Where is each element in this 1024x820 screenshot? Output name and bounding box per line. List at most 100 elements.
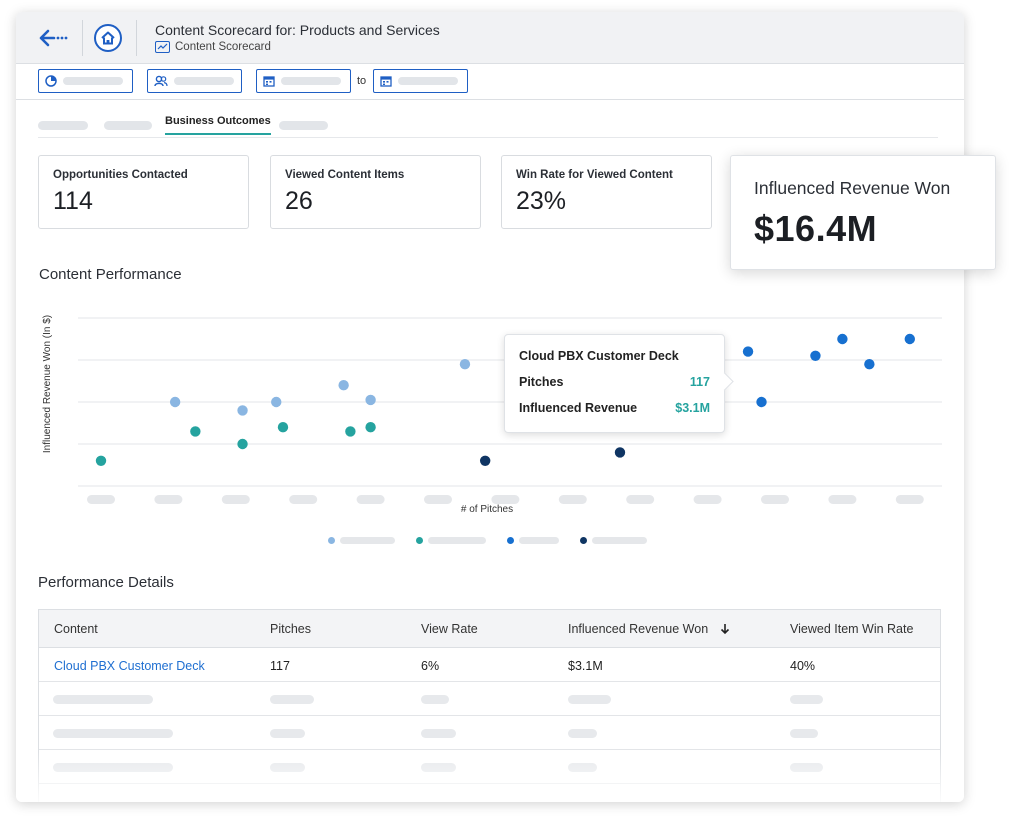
start-date-field[interactable] [256,69,351,93]
data-point[interactable] [614,447,626,458]
kpi-label: Influenced Revenue Won [754,178,951,198]
data-point[interactable] [365,394,376,406]
kpi-label: Opportunities Contacted [53,169,188,181]
column-header-content[interactable]: Content [54,622,98,636]
data-point[interactable] [365,422,376,433]
data-point[interactable] [459,359,471,370]
pie-chart-icon [45,75,57,87]
data-point[interactable] [756,396,767,408]
legend-swatch [580,536,587,544]
end-date-field[interactable] [373,69,468,93]
data-point[interactable] [190,426,201,437]
column-header-influenced-revenue[interactable]: Influenced Revenue Won [568,622,730,636]
cell-win-rate: 40% [790,659,816,673]
date-placeholder [281,77,341,85]
cell-placeholder [53,695,153,704]
legend-swatch [416,536,423,544]
data-point[interactable] [864,359,875,370]
page-subtitle: Content Scorecard [155,41,440,53]
home-icon [101,31,115,45]
app-window: Content Scorecard for: Products and Serv… [16,12,964,802]
cell-influenced-revenue: $3.1M [568,659,603,673]
x-tick-placeholder [761,495,789,504]
cell-placeholder [270,695,314,704]
kpi-card: Viewed Content Items 26 [270,155,481,229]
legend-item[interactable] [416,534,486,546]
data-point[interactable] [277,422,289,433]
content-performance-title: Content Performance [39,266,182,283]
data-point[interactable] [837,333,848,345]
table-row[interactable]: Cloud PBX Customer Deck 117 6% $3.1M 40% [39,648,940,682]
header-divider [136,20,137,56]
kpi-label: Win Rate for Viewed Content [516,169,673,181]
data-point[interactable] [338,380,349,391]
legend-item[interactable] [328,534,395,546]
tab-placeholder[interactable] [279,121,328,130]
data-point[interactable] [742,346,754,357]
data-point[interactable] [169,396,181,408]
legend-item[interactable] [580,534,647,546]
cell-placeholder [568,729,597,738]
data-point[interactable] [237,405,248,416]
scorecard-icon [155,41,170,53]
data-point[interactable] [237,438,248,450]
data-point[interactable] [271,396,282,408]
x-tick-placeholder [289,495,318,504]
kpi-value: 114 [53,187,93,215]
legend-label-placeholder [519,536,559,544]
header-divider [82,20,83,56]
y-axis-label: Influenced Revenue Won (In $) [42,315,53,453]
cell-placeholder [568,695,611,704]
page-title: Content Scorecard for: Products and Serv… [155,22,440,38]
tooltip-title: Cloud PBX Customer Deck [519,349,679,363]
data-point[interactable] [810,350,821,361]
tooltip-row-value: 117 [689,375,710,389]
table-header: Content Pitches View Rate Influenced Rev… [39,610,940,648]
column-header-view-rate[interactable]: View Rate [421,622,478,636]
tooltip-row: Influenced Revenue $3.1M [519,401,710,415]
x-tick-placeholder [693,495,722,504]
kpi-card: Opportunities Contacted 114 [38,155,249,229]
column-header-label: Influenced Revenue Won [568,622,709,636]
header-bar: Content Scorecard for: Products and Serv… [16,12,964,64]
cell-placeholder [53,729,173,738]
table-row-placeholder [39,716,940,750]
filter-bar: to [16,64,964,100]
column-header-pitches[interactable]: Pitches [270,622,311,636]
x-tick-placeholder [558,495,587,504]
calendar-icon [380,76,392,87]
filter-dropdown[interactable] [147,69,242,93]
tooltip-row-label: Pitches [519,375,564,389]
data-point[interactable] [904,333,915,345]
tab-placeholder[interactable] [38,121,88,130]
tooltip-row: Pitches 117 [519,375,710,389]
calendar-icon [263,76,275,87]
column-header-win-rate[interactable]: Viewed Item Win Rate [790,622,914,636]
x-tick-labels [87,495,924,504]
title-block: Content Scorecard for: Products and Serv… [155,22,440,53]
filter-placeholder [174,77,234,85]
influenced-revenue-card: Influenced Revenue Won $16.4M [730,155,996,270]
cell-pitches: 117 [270,659,290,673]
x-tick-placeholder [154,495,183,504]
content-link[interactable]: Cloud PBX Customer Deck [54,659,205,673]
filter-dropdown[interactable] [38,69,133,93]
x-tick-placeholder [87,495,115,504]
x-axis-label: # of Pitches [461,504,513,515]
tab-business-outcomes[interactable]: Business Outcomes [165,115,271,135]
kpi-value: 26 [285,187,313,215]
data-point[interactable] [345,426,356,437]
legend-item[interactable] [507,534,559,546]
data-point[interactable] [479,455,491,466]
x-tick-placeholder [356,495,385,504]
home-button[interactable] [94,24,122,52]
date-range-to-label: to [357,75,367,87]
bottom-fade [16,752,964,802]
legend-label-placeholder [428,536,486,544]
data-point[interactable] [95,455,107,466]
cell-placeholder [421,695,449,704]
kpi-label: Viewed Content Items [285,169,405,181]
tab-placeholder[interactable] [104,121,152,130]
back-button[interactable] [38,26,70,50]
kpi-value: $16.4M [754,208,878,249]
